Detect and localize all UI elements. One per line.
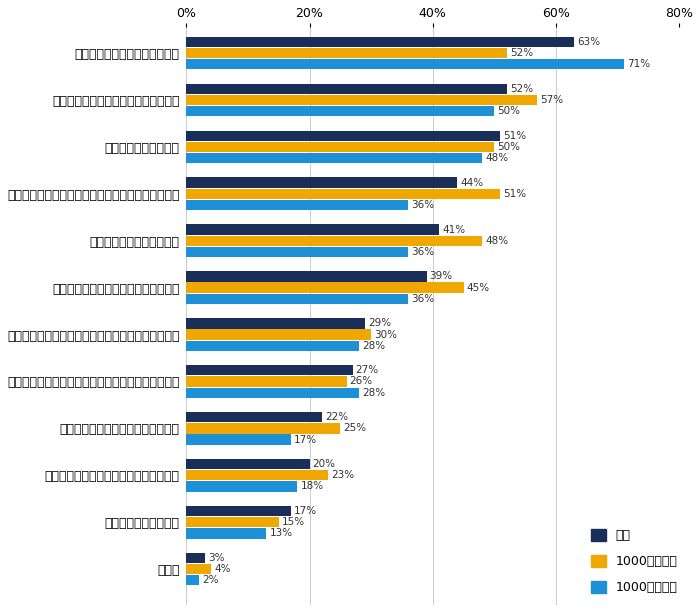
Bar [186,294,408,304]
Text: 45%: 45% [467,283,490,293]
Text: 28%: 28% [362,341,385,351]
Bar [186,59,624,69]
Bar [186,37,575,47]
Bar [186,153,482,163]
Text: 29%: 29% [368,318,391,329]
Bar [186,271,426,282]
Text: 26%: 26% [349,376,372,386]
Bar [186,387,359,398]
Bar [186,329,371,340]
Legend: 全体, 1000万円以上, 1000万円未満: 全体, 1000万円以上, 1000万円未満 [586,524,682,599]
Text: 48%: 48% [485,236,508,245]
Bar [186,340,359,351]
Bar [186,318,365,329]
Bar [186,553,205,563]
Bar [186,564,211,574]
Bar [186,575,199,586]
Text: 23%: 23% [331,470,354,480]
Text: 22%: 22% [325,412,348,422]
Text: 51%: 51% [503,188,526,199]
Bar [186,48,507,58]
Text: 41%: 41% [442,225,465,234]
Bar [186,225,439,234]
Bar [186,435,291,445]
Text: 13%: 13% [270,528,293,539]
Text: 28%: 28% [362,387,385,398]
Text: 36%: 36% [411,200,434,210]
Text: 39%: 39% [430,272,453,282]
Text: 36%: 36% [411,247,434,257]
Bar [186,106,494,116]
Text: 63%: 63% [578,37,601,47]
Text: 51%: 51% [503,131,526,141]
Text: 15%: 15% [282,517,305,528]
Text: 3%: 3% [208,553,225,563]
Bar [186,95,538,105]
Text: 2%: 2% [202,575,218,585]
Text: 52%: 52% [510,84,533,94]
Bar [186,247,408,257]
Bar [186,528,267,539]
Text: 36%: 36% [411,294,434,304]
Bar [186,470,328,480]
Bar [186,482,298,491]
Bar [186,517,279,528]
Bar [186,376,346,387]
Bar [186,177,457,188]
Text: 27%: 27% [356,365,379,375]
Text: 20%: 20% [313,459,335,469]
Text: 52%: 52% [510,48,533,58]
Bar [186,412,322,422]
Bar [186,459,309,469]
Text: 18%: 18% [300,482,323,491]
Text: 44%: 44% [461,177,484,188]
Bar [186,283,463,293]
Text: 50%: 50% [498,106,520,116]
Text: 25%: 25% [344,424,367,433]
Text: 50%: 50% [498,142,520,152]
Bar [186,506,291,516]
Bar [186,365,353,375]
Bar [186,142,494,152]
Text: 48%: 48% [485,153,508,163]
Bar [186,130,500,141]
Bar [186,188,500,199]
Text: 57%: 57% [540,95,564,105]
Bar [186,84,507,94]
Text: 30%: 30% [374,329,397,340]
Text: 71%: 71% [626,59,650,69]
Bar [186,200,408,210]
Text: 17%: 17% [294,435,317,444]
Bar [186,424,340,433]
Text: 17%: 17% [294,506,317,516]
Text: 4%: 4% [214,564,230,574]
Bar [186,236,482,246]
